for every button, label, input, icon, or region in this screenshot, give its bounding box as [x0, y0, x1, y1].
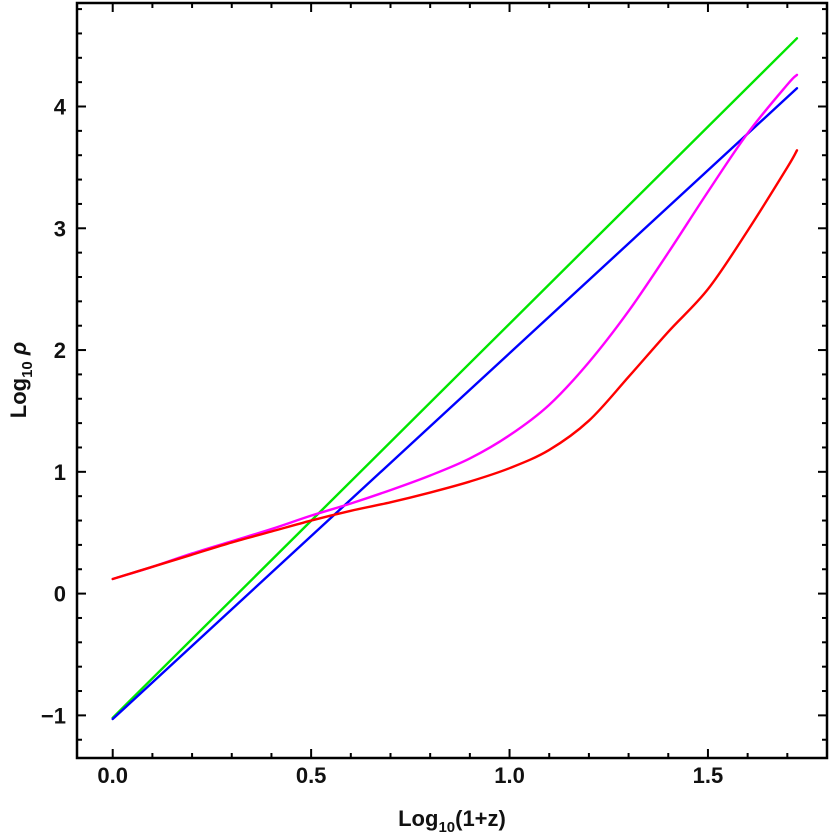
series-line-4 [111, 149, 799, 581]
y-tick-label: 1 [54, 460, 66, 485]
series-line-3 [111, 73, 799, 581]
x-tick-label: 0.0 [97, 763, 128, 788]
plot-frame [75, 1, 829, 760]
x-tick-label: 1.0 [494, 763, 525, 788]
x-tick-label: 1.5 [693, 763, 724, 788]
y-tick-label: 4 [54, 95, 67, 120]
series-line-1 [111, 37, 799, 720]
y-axis-title: Log10 ρ [6, 342, 36, 418]
y-tick-label: −1 [41, 703, 66, 728]
y-tick-label: 2 [54, 338, 66, 363]
minor-ticks [77, 3, 828, 758]
major-ticks [77, 3, 827, 758]
series-line-2 [111, 87, 799, 721]
y-tick-labels: −1 0 1 2 3 4 [41, 95, 67, 729]
y-tick-label: 0 [54, 582, 66, 607]
x-axis-title: Log10(1+z) [398, 806, 506, 833]
series-group [111, 37, 799, 721]
x-tick-labels: 0.0 0.5 1.0 1.5 [97, 763, 723, 788]
y-tick-label: 3 [54, 216, 66, 241]
x-tick-label: 0.5 [296, 763, 327, 788]
